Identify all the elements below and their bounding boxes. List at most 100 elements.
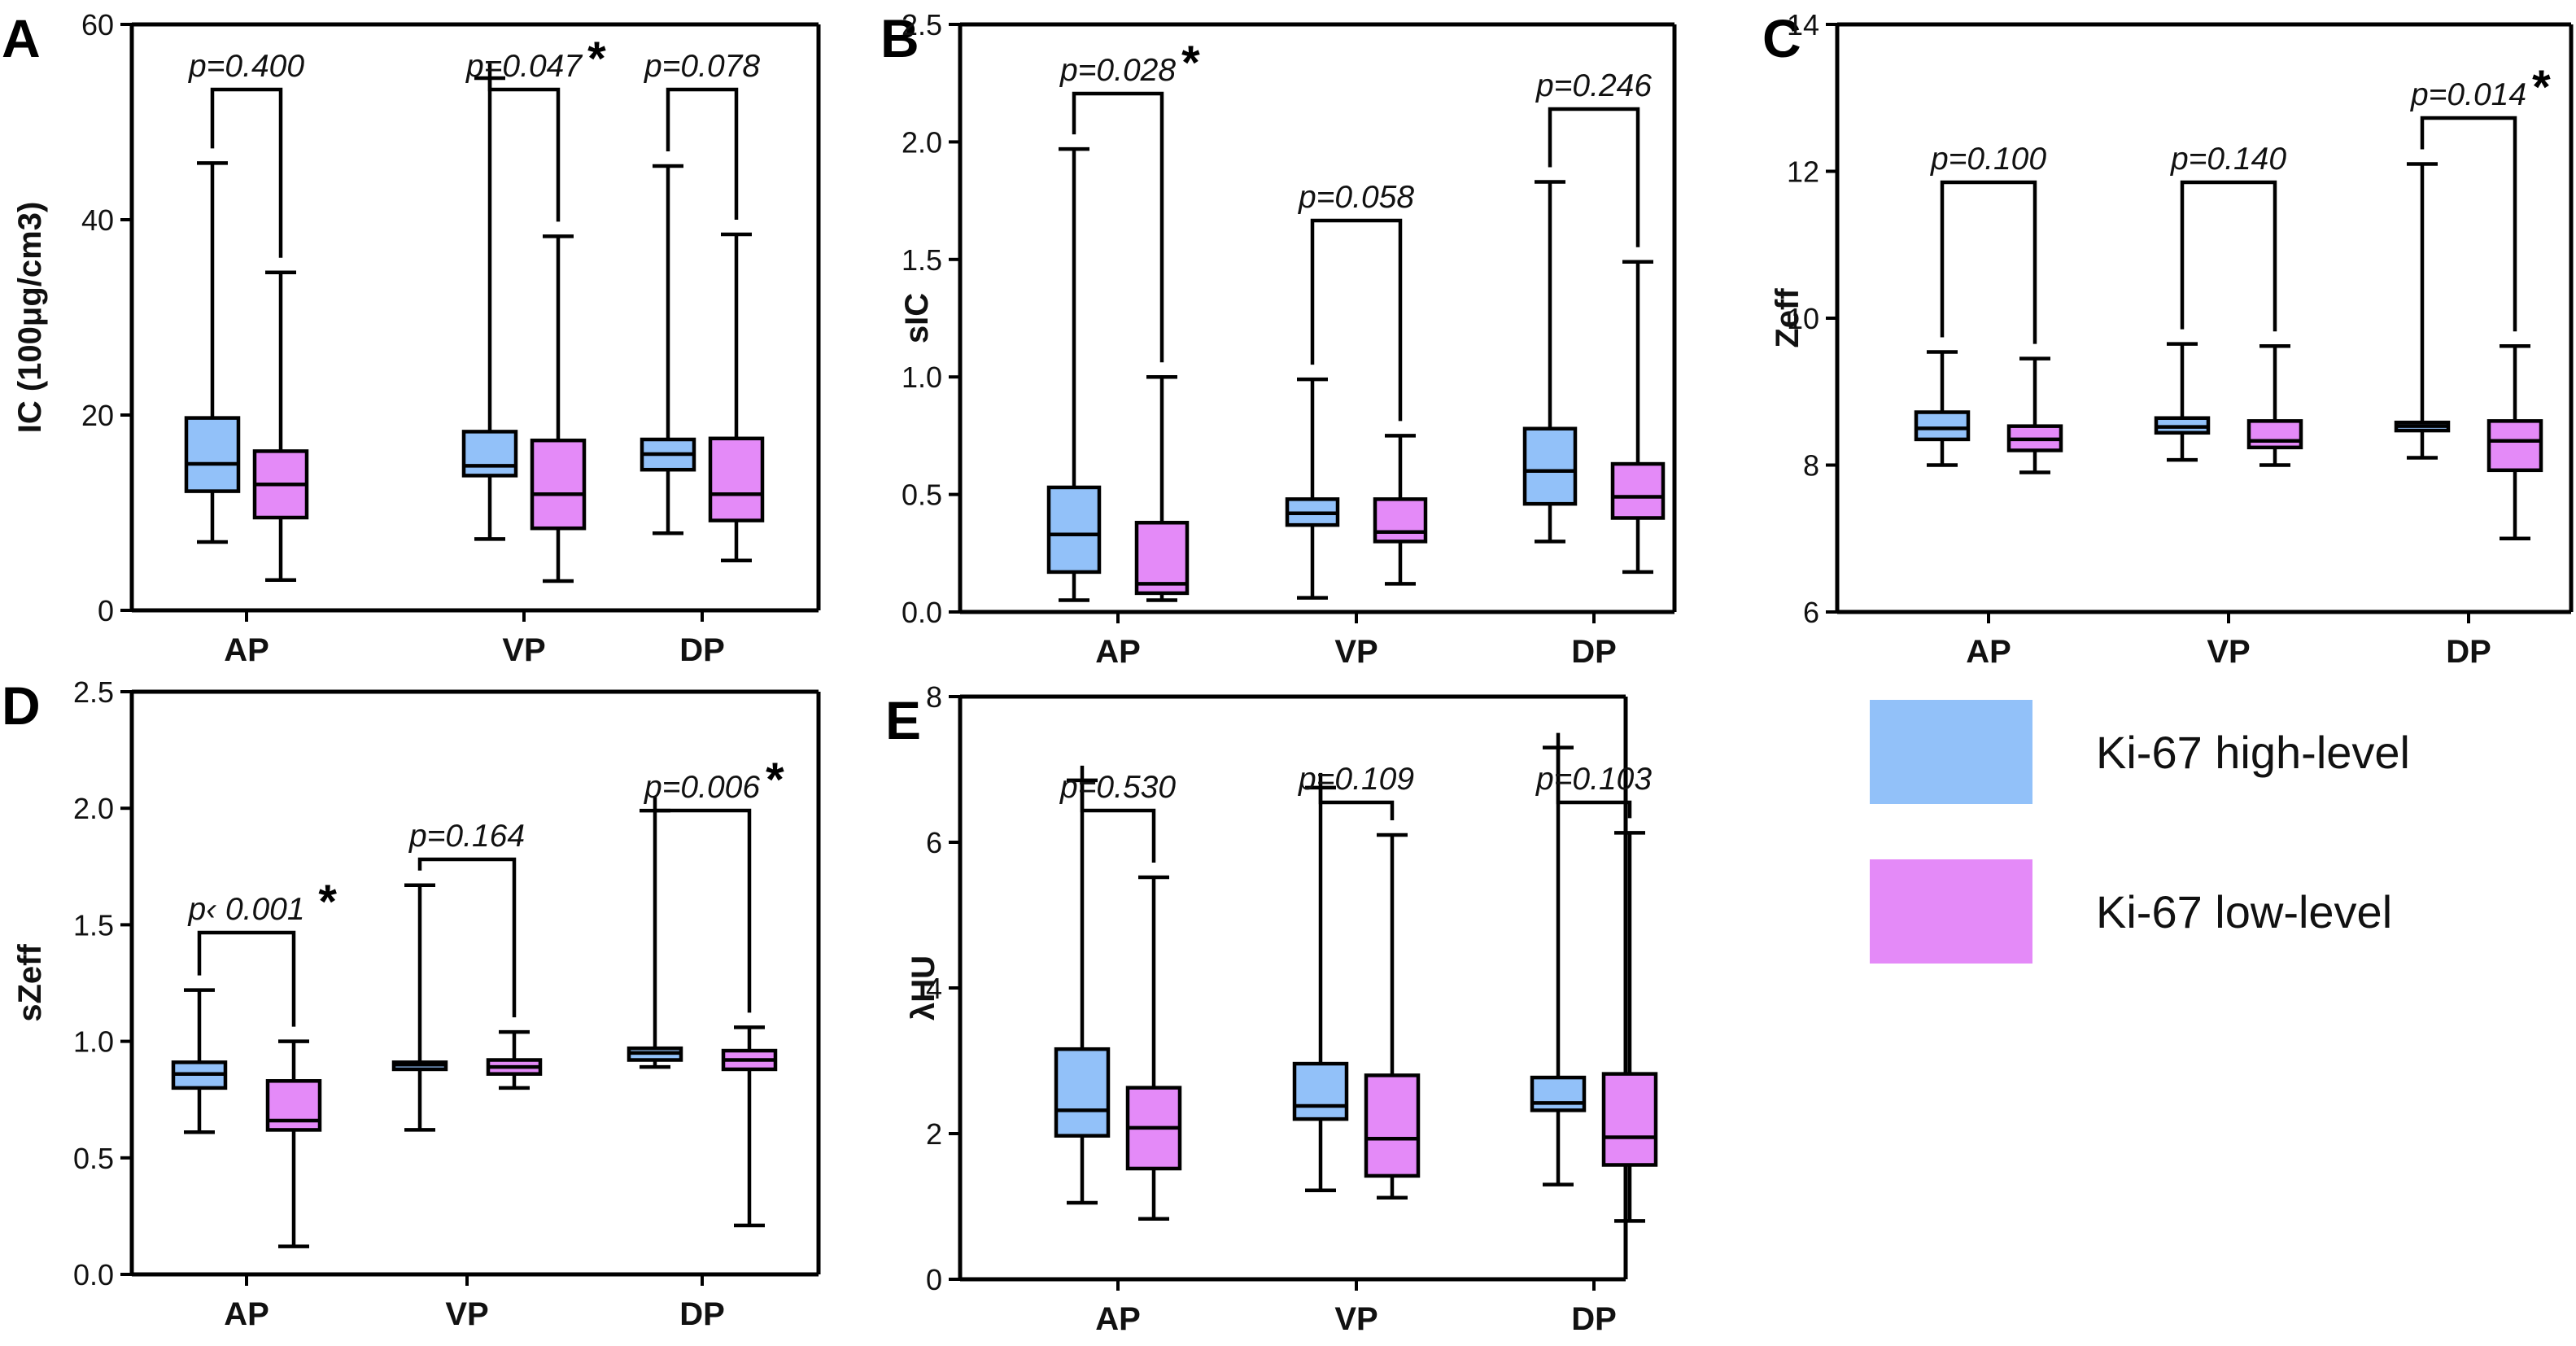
y-tick-label: 2 — [926, 1117, 942, 1151]
bracket-line — [210, 87, 283, 258]
significance-bracket-ap: p‹ 0.001 * — [187, 876, 337, 1027]
box-low-vp — [1364, 833, 1421, 1200]
y-tick-label: 1.5 — [73, 908, 114, 942]
box-low-vp — [530, 234, 587, 583]
box-low-ap — [1134, 374, 1190, 602]
x-tick-label: AP — [224, 632, 269, 668]
box-high-vp — [2154, 342, 2211, 462]
iqr-box — [1601, 1072, 1658, 1167]
box-low-vp — [486, 1029, 543, 1090]
x-tick-label: DP — [679, 1296, 725, 1332]
y-tick-label: 2.5 — [73, 675, 114, 709]
bracket-line — [1318, 772, 1395, 821]
significance-bracket-vp: p=0.140 — [2170, 142, 2286, 332]
iqr-box — [1134, 521, 1190, 596]
significance-bracket-vp: p=0.058 — [1298, 180, 1414, 422]
y-tick-label: 2.0 — [902, 125, 942, 159]
box-low-vp — [1373, 434, 1428, 586]
significance-star: * — [318, 876, 337, 929]
panel-A: A 0 20 40 60 IC (100μg/cm3) AP p=0.400 VP p=0.047… — [2, 8, 821, 668]
significance-bracket-dp: p=0.246 — [1535, 68, 1652, 247]
x-tick-label: AP — [1095, 634, 1141, 670]
p-value-label: p=0.006 — [644, 770, 760, 805]
p-value-label: p=0.014 — [2410, 77, 2526, 112]
iqr-box — [265, 1079, 322, 1132]
box-high-dp — [1530, 745, 1587, 1186]
x-tick-label: AP — [1966, 634, 2011, 670]
bracket-line — [417, 857, 517, 1018]
y-tick-label: 8 — [1803, 449, 1819, 483]
iqr-box — [708, 436, 765, 522]
y-tick-label: 6 — [1803, 596, 1819, 629]
box-high-ap — [1054, 778, 1111, 1205]
y-axis-label: IC (100μg/cm3) — [12, 202, 48, 434]
box-low-ap — [2006, 356, 2063, 474]
significance-bracket-dp: p=0.014 * — [2410, 61, 2551, 332]
panel-letter: A — [2, 8, 41, 68]
significance-bracket-dp: p=0.103 — [1535, 732, 1652, 819]
y-axis-label: Zeff — [1770, 288, 1805, 348]
significance-bracket-vp: p=0.164 — [408, 819, 525, 1018]
p-value-label: p=0.100 — [1930, 142, 2046, 177]
box-low-dp — [721, 1025, 778, 1228]
box-low-dp — [2486, 344, 2543, 540]
legend-label-low: Ki-67 low-level — [2096, 886, 2392, 937]
box-high-dp — [2394, 162, 2451, 460]
y-tick-label: 40 — [81, 203, 114, 237]
p-value-label: p=0.246 — [1535, 68, 1652, 103]
iqr-box — [184, 416, 241, 493]
bracket-line — [487, 63, 561, 222]
y-tick-label: 0.0 — [902, 596, 942, 629]
y-tick-label: 1.5 — [902, 243, 942, 277]
significance-star: * — [766, 754, 784, 806]
box-high-vp — [391, 883, 448, 1132]
x-tick-label: DP — [1571, 1301, 1617, 1337]
significance-bracket-ap: p=0.400 — [188, 49, 304, 258]
x-tick-label: VP — [1334, 1301, 1378, 1337]
box-low-dp — [1601, 831, 1658, 1223]
bracket-line — [1072, 91, 1164, 363]
box-high-vp — [1285, 377, 1340, 600]
significance-bracket-vp: p=0.047 * — [465, 33, 606, 222]
y-tick-label: 2.0 — [73, 792, 114, 825]
y-tick-label: 0.5 — [73, 1142, 114, 1175]
x-tick-label: AP — [224, 1296, 269, 1332]
iqr-box — [1610, 461, 1666, 520]
box-high-vp — [461, 76, 518, 541]
x-tick-label: VP — [1334, 634, 1378, 670]
box-low-ap — [1125, 875, 1182, 1221]
panel-letter: E — [885, 690, 921, 750]
box-high-ap — [1046, 146, 1102, 602]
y-tick-label: 0 — [98, 594, 114, 627]
box-high-dp — [640, 164, 696, 535]
iqr-box — [1914, 410, 1971, 442]
bracket-line — [1940, 180, 2037, 344]
significance-bracket-ap: p=0.530 — [1059, 765, 1176, 863]
box-high-dp — [1522, 180, 1578, 544]
iqr-box — [1522, 426, 1578, 506]
y-tick-label: 6 — [926, 826, 942, 859]
x-tick-label: AP — [1095, 1301, 1141, 1337]
significance-star: * — [2532, 61, 2551, 114]
y-tick-label: 4 — [926, 972, 942, 1005]
x-tick-label: VP — [502, 632, 545, 668]
y-tick-label: 8 — [926, 680, 942, 714]
y-tick-label: 14 — [1787, 8, 1819, 42]
bracket-line — [2180, 180, 2277, 332]
y-tick-label: 12 — [1787, 155, 1819, 189]
bracket-line — [1556, 732, 1632, 819]
y-axis-label: λHU — [906, 955, 941, 1020]
x-tick-label: VP — [2207, 634, 2250, 670]
box-low-vp — [2246, 344, 2303, 467]
bracket-line — [197, 930, 296, 1027]
legend-label-high: Ki-67 high-level — [2096, 727, 2410, 778]
iqr-box — [2246, 419, 2303, 450]
significance-bracket-dp: p=0.006 * — [644, 754, 784, 1013]
y-tick-label: 1.0 — [902, 361, 942, 394]
panel-E: E 0 2 4 6 8 λHU AP p=0.530 VP p=0.109 DP p=0.103 — [885, 680, 1658, 1337]
significance-bracket-dp: p=0.078 — [644, 49, 760, 220]
x-tick-label: DP — [679, 632, 725, 668]
y-tick-label: 0 — [926, 1263, 942, 1296]
legend-swatch-low — [1870, 859, 2032, 964]
